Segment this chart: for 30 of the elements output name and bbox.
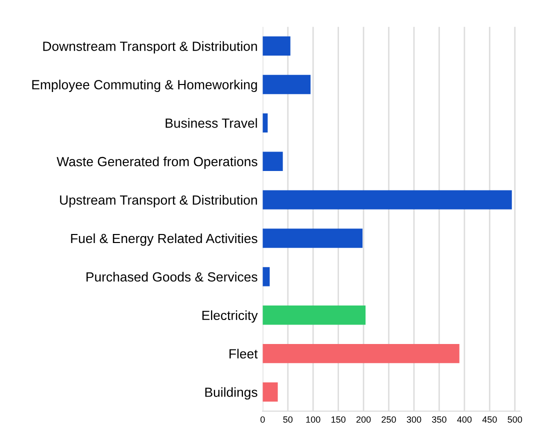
y-tick-label: Electricity	[202, 310, 258, 323]
y-tick-label: Fleet	[230, 348, 258, 358]
y-tick-label: Purchased Goods & Services	[86, 272, 258, 282]
x-tick-label: 0	[260, 416, 265, 423]
x-tick-label: 300	[406, 416, 422, 423]
bar	[262, 267, 270, 286]
bar	[262, 190, 512, 210]
x-tick-label: 250	[382, 416, 396, 423]
x-tick-label: 100	[306, 416, 320, 423]
bar	[262, 74, 311, 94]
bar	[262, 382, 278, 402]
y-tick-label: Employee Commuting & Homeworking	[32, 80, 257, 92]
x-tick-label: 200	[356, 416, 371, 423]
y-tick-label: Business Travel	[166, 118, 257, 128]
bar	[262, 306, 366, 325]
x-tick-label: 150	[331, 416, 346, 423]
y-tick-label: Waste Generated from Operations	[56, 156, 258, 169]
bar	[262, 152, 283, 171]
y-tick-label: Fuel & Energy Related Activities	[71, 233, 258, 246]
bar	[262, 36, 290, 56]
y-tick-label: Downstream Transport & Distribution	[43, 41, 257, 54]
x-tick-label: 500	[508, 416, 522, 423]
x-tick-label: 350	[432, 416, 446, 423]
y-tick-label: Buildings	[205, 387, 258, 400]
x-tick-label: 450	[482, 416, 497, 423]
x-tick-label: 50	[283, 416, 293, 423]
bar	[262, 344, 460, 364]
bar	[262, 228, 363, 248]
y-tick-label: Upstream Transport & Distribution	[60, 195, 257, 208]
x-tick-label: 400	[457, 416, 472, 423]
